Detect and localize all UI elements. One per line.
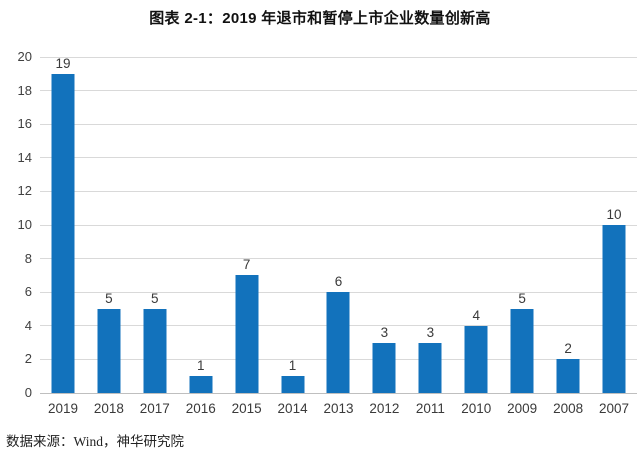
bar: [97, 309, 121, 393]
bar-category-2011: 3: [407, 57, 453, 393]
x-tick-label: 2016: [185, 401, 216, 416]
y-tick-label: 16: [17, 116, 32, 132]
y-tick-label: 14: [17, 149, 32, 165]
bar-category-2012: 3: [361, 57, 407, 393]
bar-category-2018: 5: [86, 57, 132, 393]
bar-category-2019: 19: [40, 55, 86, 393]
bar-value-label: 5: [151, 291, 159, 306]
y-axis: 0 2 4 6 8 10 12 14 16 18 20: [0, 50, 34, 400]
y-tick-label: 0: [24, 385, 32, 400]
bar: [602, 225, 626, 393]
x-axis-line: [40, 392, 637, 394]
bar: [235, 275, 259, 393]
bar-value-label: 19: [55, 55, 71, 71]
chart-title: 图表 2-1：2019 年退市和暂停上市企业数量创新高: [149, 10, 491, 27]
y-tick-label: 2: [24, 351, 32, 367]
bar: [556, 359, 580, 393]
bar-category-2017: 5: [132, 57, 178, 393]
plot-area: 19 5 5 1 7 1 6 3 3 4 5 2 10: [40, 55, 637, 394]
bar-value-label: 1: [196, 358, 205, 374]
y-tick-label: 8: [24, 250, 32, 266]
data-source-note: 数据来源：Wind，神华研究院: [6, 434, 184, 449]
x-tick-label: 2014: [277, 401, 308, 416]
x-tick-label: 2018: [93, 401, 124, 416]
x-tick-label: 2013: [323, 401, 354, 416]
bar-category-2016: 1: [178, 57, 224, 393]
y-tick-label: 18: [17, 82, 32, 98]
gridline: [40, 90, 637, 92]
bar-value-label: 5: [105, 291, 113, 306]
x-tick-label: 2010: [461, 401, 492, 416]
x-tick-label: 2011: [415, 401, 445, 416]
bar-category-2014: 1: [270, 57, 316, 393]
gridline: [40, 258, 637, 260]
bar-value-label: 1: [288, 358, 297, 374]
gridline: [40, 190, 637, 192]
x-tick-label: 2015: [231, 401, 262, 416]
bar-value-label: 2: [564, 341, 572, 357]
bar-category-2008: 2: [545, 57, 591, 393]
x-tick-label: 2007: [599, 401, 630, 416]
bar-value-label: 6: [334, 274, 343, 290]
x-tick-label: 2017: [139, 401, 170, 416]
bar-value-label: 3: [380, 324, 389, 340]
bars-group: 19 5 5 1 7 1 6 3 3 4 5 2 10: [40, 55, 637, 393]
bar-value-label: 10: [606, 207, 622, 222]
bar: [418, 342, 442, 393]
bar: [281, 376, 305, 393]
gridline: [40, 123, 637, 125]
bar-category-2007: 10: [591, 57, 637, 393]
y-tick-label: 6: [24, 284, 32, 300]
bar: [143, 309, 167, 393]
gridline: [40, 224, 637, 226]
x-tick-label: 2008: [553, 401, 584, 416]
bar: [464, 325, 488, 393]
bar-category-2010: 4: [453, 57, 499, 393]
gridline: [40, 157, 637, 159]
bar-value-label: 7: [242, 257, 251, 273]
bar: [372, 342, 396, 393]
x-tick-label: 2009: [507, 401, 538, 416]
y-tick-label: 10: [17, 217, 32, 232]
y-tick-label: 4: [24, 317, 32, 333]
gridline: [40, 56, 637, 58]
bar: [189, 376, 213, 393]
bar-value-label: 5: [518, 291, 526, 306]
x-axis: 2019 2018 2017 2016 2015 2014 2013 2012 2011 2010…: [40, 399, 637, 419]
bar-category-2015: 7: [224, 57, 270, 393]
bar-value-label: 3: [426, 324, 435, 340]
bar: [510, 309, 534, 393]
bar-value-label: 4: [472, 307, 480, 323]
y-tick-label: 12: [17, 183, 32, 199]
x-tick-label: 2012: [369, 401, 400, 416]
y-tick-label: 20: [17, 49, 32, 64]
bar: [326, 292, 350, 393]
bar: [51, 73, 75, 393]
bar-category-2013: 6: [316, 57, 362, 393]
x-tick-label: 2019: [47, 401, 78, 416]
bar-category-2009: 5: [499, 57, 545, 393]
